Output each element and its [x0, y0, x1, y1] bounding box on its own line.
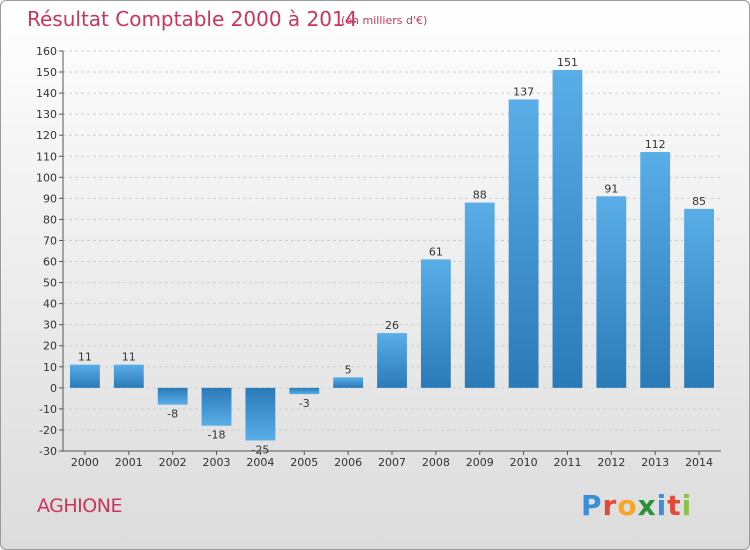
bar [464, 202, 495, 388]
data-label: 5 [345, 363, 352, 376]
y-tick-label: 130 [36, 108, 57, 121]
data-label: 151 [557, 56, 578, 69]
data-label: -18 [208, 429, 226, 442]
y-tick-label: 60 [43, 256, 57, 269]
y-tick-label: -10 [39, 403, 57, 416]
y-tick-label: 0 [50, 382, 57, 395]
x-tick-label: 2009 [466, 456, 494, 469]
y-tick-label: 30 [43, 319, 57, 332]
y-tick-label: 110 [36, 150, 57, 163]
x-tick-label: 2000 [71, 456, 99, 469]
y-tick-label: 10 [43, 361, 57, 374]
x-tick-label: 2005 [290, 456, 318, 469]
x-tick-label: 2002 [159, 456, 187, 469]
y-tick-label: -20 [39, 424, 57, 437]
y-tick-label: 160 [36, 45, 57, 58]
data-label: 85 [692, 195, 706, 208]
bar [245, 387, 276, 441]
proxiti-logo: Proxiti [581, 489, 693, 522]
x-tick-label: 2006 [334, 456, 362, 469]
chart-subtitle: (en milliers d'€) [341, 14, 428, 27]
x-tick-label: 2011 [553, 456, 581, 469]
data-label: -8 [167, 408, 178, 421]
bar [157, 387, 188, 405]
y-tick-label: 40 [43, 298, 57, 311]
x-tick-label: 2003 [203, 456, 231, 469]
data-label: 88 [473, 189, 487, 202]
y-tick-label: 150 [36, 66, 57, 79]
bar [377, 333, 407, 388]
data-label: -3 [299, 397, 310, 410]
y-tick-label: 90 [43, 192, 57, 205]
chart-title: Résultat Comptable 2000 à 2014 [27, 7, 358, 31]
data-label: 61 [429, 245, 443, 258]
data-label: 11 [78, 351, 92, 364]
commune-name: AGHIONE [37, 495, 122, 517]
bar [552, 69, 583, 388]
x-tick-label: 2008 [422, 456, 450, 469]
data-label: 112 [645, 138, 666, 151]
bar [420, 259, 451, 388]
y-tick-label: 50 [43, 277, 57, 290]
bar [508, 99, 539, 388]
x-tick-label: 2001 [115, 456, 143, 469]
x-tick-label: 2013 [641, 456, 669, 469]
bar [596, 196, 627, 388]
y-tick-label: 70 [43, 234, 57, 247]
x-tick-label: 2004 [246, 456, 274, 469]
bar [70, 364, 100, 388]
bar [640, 152, 671, 388]
data-label: 91 [604, 182, 618, 195]
x-tick-label: 2014 [685, 456, 713, 469]
bar [684, 208, 714, 388]
data-label: 137 [513, 85, 534, 98]
y-tick-label: 120 [36, 129, 57, 142]
bar [289, 387, 320, 395]
x-tick-label: 2010 [510, 456, 538, 469]
y-tick-label: 100 [36, 171, 57, 184]
y-tick-label: 80 [43, 213, 57, 226]
bar [113, 364, 144, 388]
bar [333, 377, 364, 388]
data-label: 26 [385, 319, 399, 332]
y-tick-label: -30 [39, 445, 57, 458]
x-tick-label: 2007 [378, 456, 406, 469]
data-label: -25 [251, 443, 269, 456]
data-label: 11 [122, 351, 136, 364]
y-tick-label: 140 [36, 87, 57, 100]
bar [201, 387, 232, 426]
y-tick-label: 20 [43, 340, 57, 353]
x-tick-label: 2012 [597, 456, 625, 469]
